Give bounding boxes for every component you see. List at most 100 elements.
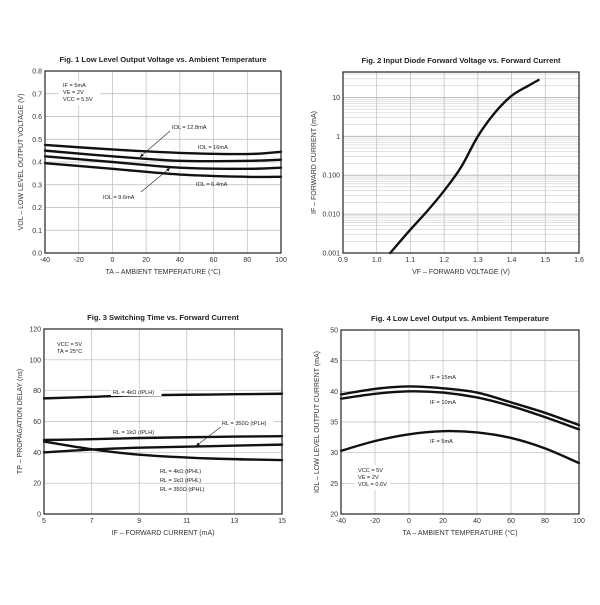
- x-tick-label: 1.2: [439, 257, 449, 264]
- y-tick-label: 30: [330, 450, 338, 457]
- x-tick-label: 7: [90, 518, 94, 525]
- annotation-label: TA = 25°C: [57, 349, 82, 355]
- series-line-2: [339, 390, 581, 431]
- y-tick-label: 35: [330, 420, 338, 427]
- y-tick-label: 0.001: [322, 251, 340, 258]
- y-axis-label: IOL – LOW LEVEL OUTPUT CURRENT (mA): [314, 351, 321, 493]
- x-tick-label: -40: [336, 518, 346, 525]
- annotation-label: IOL = 6.4mA: [196, 182, 228, 188]
- x-tick-label: 100: [573, 518, 585, 525]
- annotation-label: IF = 5mA: [430, 439, 453, 445]
- annotation-box: [53, 339, 87, 357]
- x-tick-label: 40: [176, 257, 184, 264]
- series-line-3: [339, 429, 581, 465]
- y-tick-label: 0.2: [32, 205, 42, 212]
- y-axis-label: VOL – LOW LEVEL OUTPUT VOLTAGE (V): [18, 94, 25, 231]
- y-tick-label: 120: [29, 327, 41, 334]
- series-line-1: [43, 143, 283, 156]
- y-tick-label: 0.100: [322, 173, 340, 180]
- series-line-4: [43, 161, 283, 179]
- arrowhead-icon: [140, 153, 144, 157]
- y-tick-label: 0.3: [32, 182, 42, 189]
- x-tick-label: 1.1: [406, 257, 416, 264]
- x-tick-label: 0: [407, 518, 411, 525]
- x-axis-label: IF – FORWARD CURRENT (mA): [112, 530, 215, 537]
- x-tick-label: -20: [370, 518, 380, 525]
- y-tick-label: 40: [330, 389, 338, 396]
- x-tick-label: 1.3: [473, 257, 483, 264]
- annotation-label: IF = 15mA: [430, 375, 456, 381]
- y-tick-label: 45: [330, 358, 338, 365]
- x-tick-label: 60: [210, 257, 218, 264]
- y-tick-label: 100: [29, 357, 41, 364]
- annotation-bg: [220, 419, 274, 427]
- annotation-label: RL = 1kΩ (tPHL): [160, 478, 201, 484]
- plot-frame: [340, 329, 580, 515]
- x-tick-label: 1.0: [372, 257, 382, 264]
- x-tick-label: 1.5: [540, 257, 550, 264]
- y-tick-label: 0: [37, 512, 41, 519]
- annotation-label: IOL = 16mA: [198, 145, 228, 151]
- annotation-label: RL = 4kΩ (tPHL): [160, 469, 201, 475]
- x-tick-label: 1.6: [574, 257, 584, 264]
- series-line-2: [43, 149, 283, 163]
- y-axis-label: TP – PROPAGATION DELAY (ns): [17, 369, 24, 474]
- annotation-bg: [111, 388, 162, 396]
- chart-title: Fig. 2 Input Diode Forward Voltage vs. F…: [361, 56, 560, 65]
- series-line-3: [43, 155, 283, 171]
- x-tick-label: 15: [278, 518, 286, 525]
- x-tick-label: 0: [110, 257, 114, 264]
- x-tick-label: 13: [231, 518, 239, 525]
- x-tick-label: 0.9: [338, 257, 348, 264]
- x-tick-label: 60: [507, 518, 515, 525]
- y-tick-label: 80: [33, 388, 41, 395]
- arrowhead-icon: [196, 442, 200, 446]
- x-tick-label: 40: [473, 518, 481, 525]
- y-tick-label: 0.1: [32, 228, 42, 235]
- x-tick-label: 20: [142, 257, 150, 264]
- y-tick-label: 60: [33, 419, 41, 426]
- annotation-label: RL = 1kΩ (tPLH): [113, 430, 154, 436]
- annotation-label: IOL = 9.6mA: [103, 195, 135, 201]
- arrowhead-icon: [166, 168, 170, 172]
- y-tick-label: 0.010: [322, 212, 340, 219]
- chart-title: Fig. 1 Low Level Output Voltage vs. Ambi…: [59, 55, 266, 64]
- x-tick-label: 9: [137, 518, 141, 525]
- x-tick-label: 80: [541, 518, 549, 525]
- y-tick-label: 0.5: [32, 137, 42, 144]
- plot-frame: [43, 328, 283, 515]
- y-axis-label: IF – FORWARD CURRENT (mA): [311, 111, 318, 214]
- leader-line: [139, 130, 171, 158]
- x-tick-label: 100: [275, 257, 287, 264]
- x-axis-label: TA – AMBIENT TEMPERATURE (°C): [105, 268, 220, 276]
- annotation-label: RL = 350Ω (tPLH): [222, 421, 267, 427]
- x-tick-label: 5: [42, 518, 46, 525]
- x-axis-label: VF – FORWARD VOLTAGE (V): [412, 269, 510, 276]
- annotation-label: VOL = 0.6V: [358, 482, 387, 488]
- annotation-label: RL = 350Ω (tPHL): [160, 487, 205, 493]
- leader-line: [140, 167, 171, 193]
- leader-line: [195, 425, 223, 447]
- y-tick-label: 0.0: [32, 251, 42, 258]
- annotation-label: VCC = 5V: [358, 468, 383, 474]
- y-tick-label: 25: [330, 481, 338, 488]
- series-line-1: [339, 385, 581, 427]
- annotation-label: RL = 4kΩ (tPLH): [113, 390, 154, 396]
- y-tick-label: 0.8: [32, 69, 42, 76]
- annotation-label: IF = 10mA: [430, 400, 456, 406]
- series-line-1: [389, 78, 540, 255]
- chart-2: 0.9 1.0 1.1 1.2 1.3 1.4 1.5 1.6 0.001 0.010 0.100 1…: [311, 56, 584, 276]
- annotation-box: [58, 81, 100, 105]
- annotation-label: IOL = 12.8mA: [172, 125, 207, 131]
- x-tick-label: -40: [40, 257, 50, 264]
- annotation-label: VE = 2V: [358, 475, 379, 481]
- x-axis-label: TA – AMBIENT TEMPERATURE (°C): [402, 529, 517, 537]
- y-tick-label: 20: [330, 512, 338, 519]
- y-tick-label: 0.6: [32, 114, 42, 121]
- x-tick-label: -20: [74, 257, 84, 264]
- series-line-4: [42, 440, 284, 462]
- annotation-label: IF = 5mA: [63, 83, 86, 89]
